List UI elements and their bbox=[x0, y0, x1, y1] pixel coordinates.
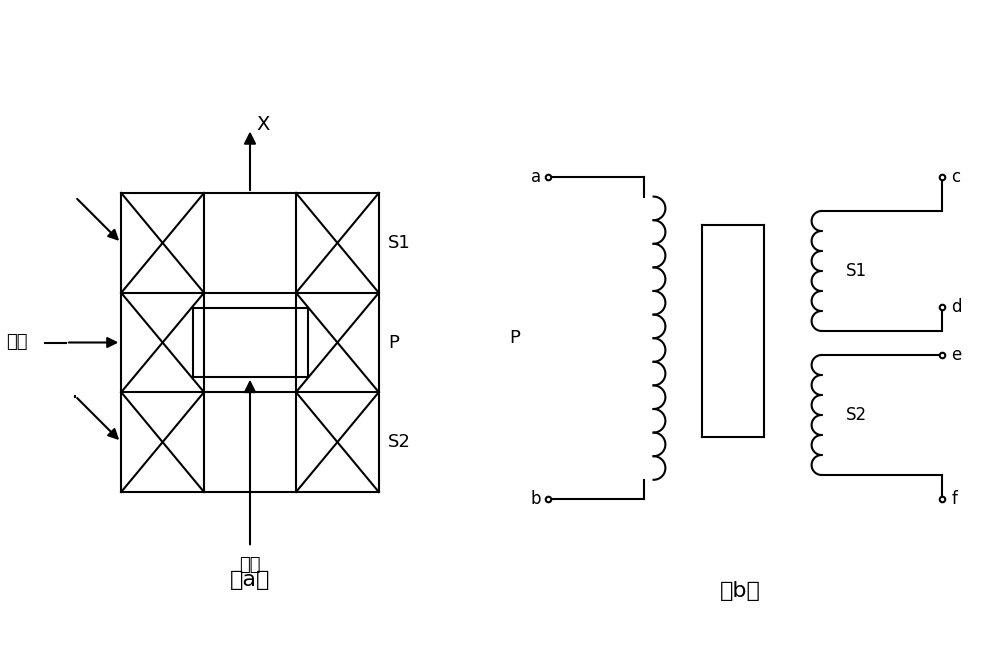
Text: P: P bbox=[509, 329, 520, 347]
Text: S1: S1 bbox=[388, 234, 411, 252]
Text: f: f bbox=[951, 490, 957, 508]
Text: c: c bbox=[951, 168, 960, 187]
Text: （b）: （b） bbox=[720, 581, 760, 600]
Text: 线圈: 线圈 bbox=[6, 334, 28, 352]
Text: P: P bbox=[388, 334, 399, 352]
Text: S2: S2 bbox=[388, 433, 411, 451]
Text: e: e bbox=[951, 346, 961, 364]
Text: 磁芯: 磁芯 bbox=[239, 556, 261, 575]
Text: b: b bbox=[530, 490, 541, 508]
Text: X: X bbox=[257, 115, 270, 134]
Text: （a）: （a） bbox=[230, 570, 270, 591]
Text: d: d bbox=[951, 298, 962, 316]
Text: S2: S2 bbox=[846, 406, 867, 424]
Text: a: a bbox=[531, 168, 541, 187]
Text: S1: S1 bbox=[846, 262, 867, 280]
